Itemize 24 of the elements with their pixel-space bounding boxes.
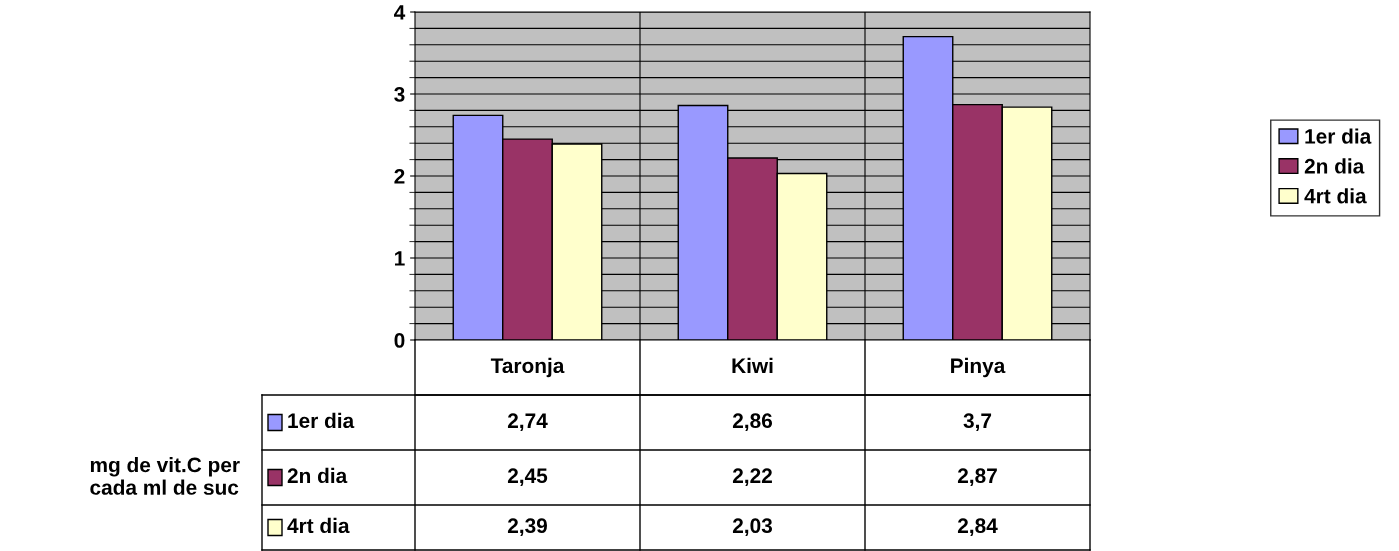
- legend-label: 1er dia: [288, 412, 355, 429]
- text: 4rt dia: [287, 517, 350, 534]
- y-tick-label: 2: [394, 169, 405, 184]
- text: 1er dia: [1305, 128, 1372, 144]
- y-tick-label: 1: [395, 251, 405, 266]
- y-tick-label: 4: [394, 5, 406, 20]
- x-tick-label: Kiwi: [732, 357, 773, 373]
- data-label: 2,87: [957, 468, 997, 487]
- data-label: 2,03: [732, 518, 773, 537]
- x-tick-label: Taronja: [490, 357, 565, 378]
- data-label: 2,45: [507, 468, 548, 487]
- y-tick-label: 0: [394, 333, 405, 348]
- data-label: 2,39: [507, 518, 547, 537]
- legend-label: 2n dia: [287, 467, 348, 484]
- data-label: 2,84: [957, 518, 998, 537]
- x-tick-label: Pinya: [951, 357, 1006, 378]
- text: 2n dia: [1304, 158, 1365, 174]
- data-label: 2,86: [732, 413, 773, 432]
- text: mg de vit.C per cada ml de suc: [90, 457, 240, 495]
- data-label: 3,7: [963, 413, 992, 432]
- y-tick-label: 3: [394, 87, 405, 102]
- data-label: 2,22: [732, 468, 772, 487]
- legend-label: 4rt dia: [1304, 188, 1367, 204]
- data-label: 2,74: [507, 413, 548, 432]
